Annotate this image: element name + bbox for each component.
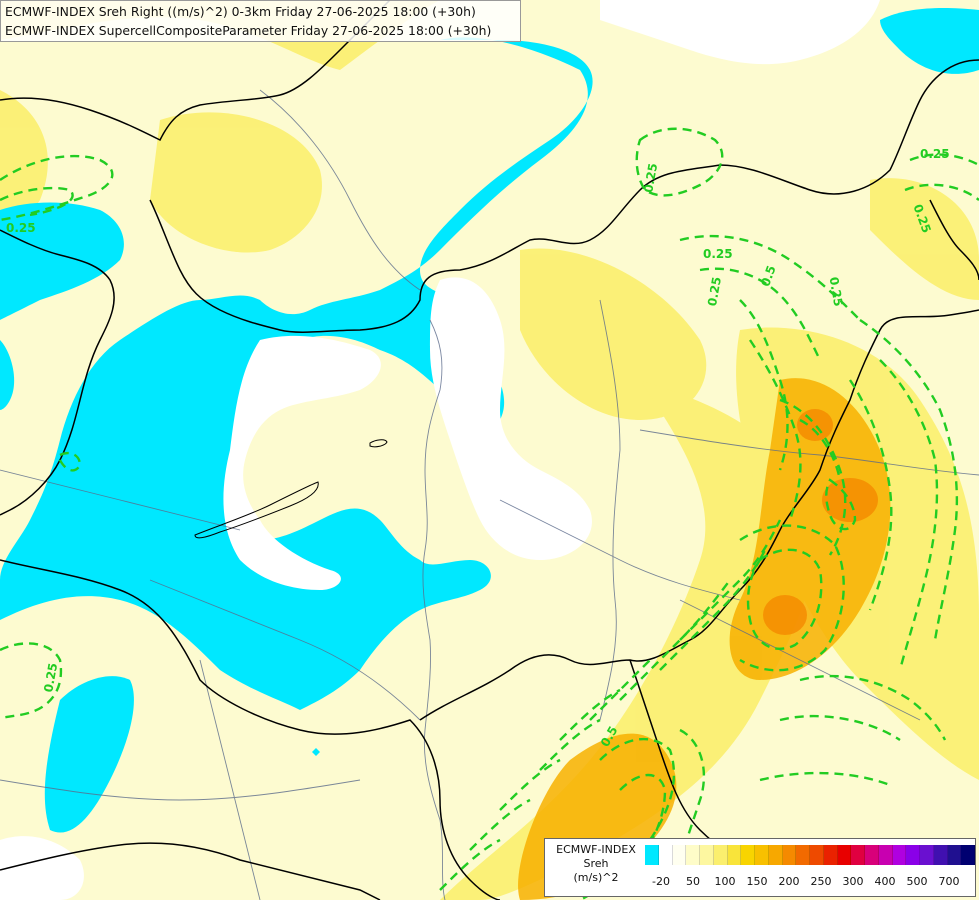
legend-tick-label: 250 [810,875,832,888]
sreh-cyan-field [0,8,979,833]
sreh-white-field [0,0,880,900]
contour-label: 0.25 [641,162,660,194]
legend-swatch [892,845,907,865]
legend-tick-label: 100 [714,875,736,888]
legend-swatch [837,845,852,865]
lake-balaton [194,481,319,539]
legend-swatch [768,845,783,865]
legend-swatch [906,845,920,865]
contour-label: 0.25 [705,276,724,308]
legend-swatch [645,845,659,865]
scp-contours [0,127,979,900]
legend-tick-label: 500 [906,875,928,888]
legend-swatch [672,845,687,865]
legend-swatch [878,845,893,865]
legend-title-line-2: Sreh [583,857,609,870]
legend-tick-label: 200 [778,875,800,888]
legend-swatch [755,845,769,865]
lake-small [369,439,388,448]
color-legend: ECMWF-INDEX Sreh (m/s)^2 -20 50 100 150 200 2… [544,838,976,897]
legend-swatch [851,845,865,865]
legend-swatch [810,845,824,865]
contour-label: 0.25 [6,221,36,235]
legend-swatch [782,845,797,865]
contour-label: 0.25 [41,662,60,694]
legend-tick-label: -20 [652,875,670,888]
legend-swatch [700,845,714,865]
map-title-line-2: ECMWF-INDEX SupercellCompositeParameter … [5,23,492,38]
legend-swatch [713,845,728,865]
legend-title-line-3: (m/s)^2 [573,871,619,884]
legend-swatch [658,845,673,865]
map-title-line-1: ECMWF-INDEX Sreh Right ((m/s)^2) 0-3km F… [5,4,476,19]
legend-swatch [865,845,879,865]
legend-title: ECMWF-INDEX Sreh (m/s)^2 [551,843,641,885]
map-title-box: ECMWF-INDEX Sreh Right ((m/s)^2) 0-3km F… [0,0,521,42]
legend-swatch [727,845,742,865]
contour-label: 0.25 [703,247,733,261]
contour-label: 0.25 [827,276,846,308]
legend-tick-label: 50 [686,875,700,888]
legend-swatch [920,845,934,865]
contour-label: 0.5 [758,264,778,289]
legend-swatch [947,845,962,865]
legend-tick-labels: -20 50 100 150 200 250 300 400 500 700 [645,875,975,889]
small-lake-marker [312,748,320,756]
legend-swatch [961,845,975,865]
legend-tick-label: 700 [938,875,960,888]
legend-tick-label: 150 [746,875,768,888]
legend-color-bar [645,845,975,865]
legend-swatch [686,845,700,865]
legend-swatch [796,845,810,865]
legend-tick-label: 400 [874,875,896,888]
legend-swatch [933,845,948,865]
legend-tick-label: 300 [842,875,864,888]
legend-swatch [823,845,838,865]
legend-swatch [741,845,755,865]
legend-title-line-1: ECMWF-INDEX [556,843,636,856]
contour-label: 0.25 [920,147,950,161]
sreh-dark-orange-field [763,409,878,635]
